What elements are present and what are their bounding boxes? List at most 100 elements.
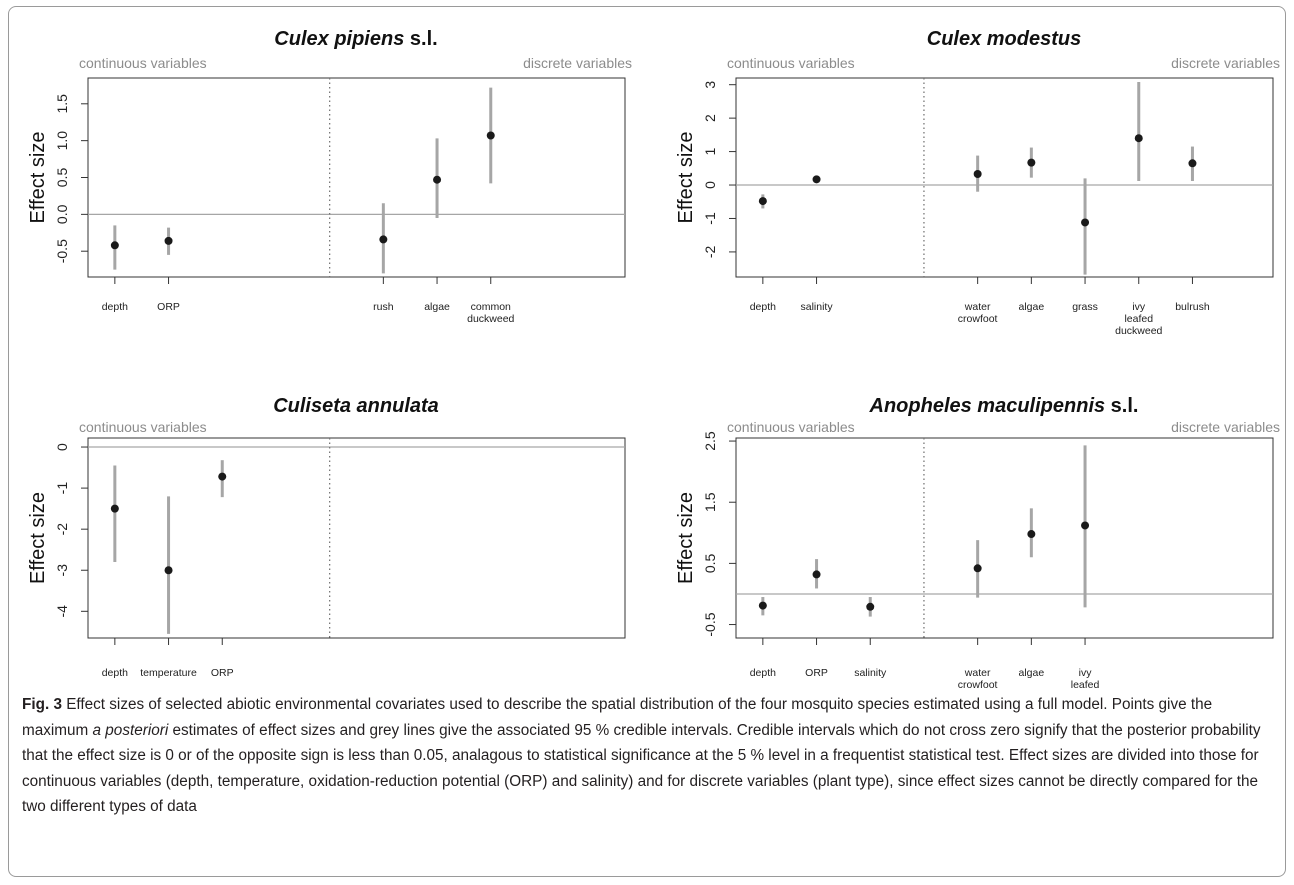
estimate-point xyxy=(164,236,173,245)
y-tick-label: -4 xyxy=(54,605,70,618)
y-tick-label: 1.0 xyxy=(54,131,70,151)
x-tick-label: temperature xyxy=(140,667,197,679)
x-tick-label: algae xyxy=(424,301,450,313)
estimate-point xyxy=(1188,159,1197,168)
section-label-discrete: discrete variables xyxy=(1171,419,1280,435)
estimate-point xyxy=(1134,134,1143,143)
x-tick-label: ivy xyxy=(1079,667,1093,679)
caption-text-1: Effect sizes of selected abiotic environ… xyxy=(22,696,1213,739)
plot-box xyxy=(735,77,1274,278)
estimate-point xyxy=(973,564,982,573)
caption-text-2: estimates of effect sizes and grey lines… xyxy=(22,721,1261,816)
caption-fig-label: Fig. 3 xyxy=(22,696,62,713)
y-tick-label: -3 xyxy=(54,564,70,577)
chart-title-suffix: s.l. xyxy=(404,28,437,50)
y-axis-label: Effect size xyxy=(675,132,697,224)
figure-frame xyxy=(8,6,1286,877)
estimate-point xyxy=(433,175,442,184)
estimate-point xyxy=(1081,218,1090,227)
y-tick-label: 1 xyxy=(702,147,718,155)
y-tick-label: 1.5 xyxy=(54,94,70,114)
chart-title: Anopheles maculipennis s.l. xyxy=(869,395,1139,417)
estimate-point xyxy=(1081,521,1090,530)
y-axis-label: Effect size xyxy=(27,492,49,584)
x-tick-label: common xyxy=(471,301,511,313)
y-tick-label: 3 xyxy=(702,81,718,89)
chart-panel-4: Anopheles maculipennis s.l. continuous va… xyxy=(675,395,1280,690)
estimate-point xyxy=(1027,158,1036,167)
x-tick-label: ORP xyxy=(805,667,828,679)
section-label-continuous: continuous variables xyxy=(727,419,855,435)
x-tick-label: leafed xyxy=(1124,313,1153,325)
y-axis-label: Effect size xyxy=(675,492,697,584)
y-axis-label: Effect size xyxy=(27,132,49,224)
figure-caption: Fig. 3 Effect sizes of selected abiotic … xyxy=(22,692,1267,820)
x-tick-label: salinity xyxy=(854,667,887,679)
x-tick-label: water xyxy=(964,667,991,679)
x-tick-label: depth xyxy=(102,301,128,313)
chart-title: Culex modestus xyxy=(927,28,1081,50)
x-tick-label: salinity xyxy=(800,301,833,313)
x-tick-label: algae xyxy=(1018,667,1044,679)
x-tick-label: water xyxy=(964,301,991,313)
chart-title: Culex pipiens s.l. xyxy=(274,28,437,50)
chart-title-species: Culex modestus xyxy=(927,28,1081,50)
x-tick-label: algae xyxy=(1018,301,1044,313)
x-tick-label: leafed xyxy=(1071,679,1100,690)
chart-title-species: Culiseta annulata xyxy=(273,395,439,417)
estimate-point xyxy=(110,504,119,513)
x-tick-label: duckweed xyxy=(1115,325,1162,337)
estimate-point xyxy=(758,197,767,206)
estimate-point xyxy=(1027,530,1036,539)
x-tick-label: ORP xyxy=(157,301,180,313)
x-tick-label: ORP xyxy=(211,667,234,679)
estimate-point xyxy=(164,566,173,575)
y-tick-label: -1 xyxy=(54,482,70,495)
estimate-point xyxy=(379,235,388,244)
plot-box xyxy=(87,437,626,639)
section-label-continuous: continuous variables xyxy=(79,419,207,435)
estimate-point xyxy=(486,131,495,140)
estimate-point xyxy=(110,241,119,250)
y-tick-label: 0 xyxy=(702,181,718,189)
chart-title-species: Culex pipiens xyxy=(274,28,404,50)
chart-title-species: Anopheles maculipennis xyxy=(869,395,1106,417)
section-label-continuous: continuous variables xyxy=(79,55,207,71)
estimate-point xyxy=(218,472,227,481)
x-tick-label: crowfoot xyxy=(958,679,998,690)
y-tick-label: 0.0 xyxy=(54,204,70,224)
x-tick-label: ivy xyxy=(1132,301,1146,313)
estimate-point xyxy=(973,169,982,178)
x-tick-label: bulrush xyxy=(1175,301,1210,313)
chart-panel-3: Culiseta annulata continuous variables -4 -… xyxy=(27,395,626,679)
x-tick-label: depth xyxy=(750,301,776,313)
y-tick-label: 2.5 xyxy=(702,431,718,451)
y-tick-label: 0.5 xyxy=(54,168,70,188)
section-label-continuous: continuous variables xyxy=(727,55,855,71)
chart-panel-1: Culex pipiens s.l. continuous variables di… xyxy=(27,28,632,325)
x-tick-label: depth xyxy=(750,667,776,679)
estimate-point xyxy=(758,601,767,610)
estimate-point xyxy=(866,602,875,611)
x-tick-label: grass xyxy=(1072,301,1098,313)
y-tick-label: -0.5 xyxy=(54,239,70,263)
x-tick-label: depth xyxy=(102,667,128,679)
figure-panels: Culex pipiens s.l. continuous variables di… xyxy=(27,28,1280,690)
y-tick-label: -1 xyxy=(702,212,718,225)
plot-box xyxy=(735,437,1274,639)
estimate-point xyxy=(812,570,821,579)
section-label-discrete: discrete variables xyxy=(523,55,632,71)
y-tick-label: -2 xyxy=(702,245,718,258)
x-tick-label: duckweed xyxy=(467,313,514,325)
y-tick-label: 0 xyxy=(54,443,70,451)
caption-italic-phrase: a posteriori xyxy=(92,721,169,739)
y-tick-label: 1.5 xyxy=(702,492,718,512)
estimate-point xyxy=(812,175,821,184)
chart-title-suffix: s.l. xyxy=(1105,395,1138,417)
y-tick-label: 2 xyxy=(702,114,718,122)
chart-panel-2: Culex modestus continuous variables discre… xyxy=(675,28,1280,337)
chart-title: Culiseta annulata xyxy=(273,395,439,417)
x-tick-label: rush xyxy=(373,301,394,313)
y-tick-label: -0.5 xyxy=(702,612,718,636)
y-tick-label: -2 xyxy=(54,523,70,536)
